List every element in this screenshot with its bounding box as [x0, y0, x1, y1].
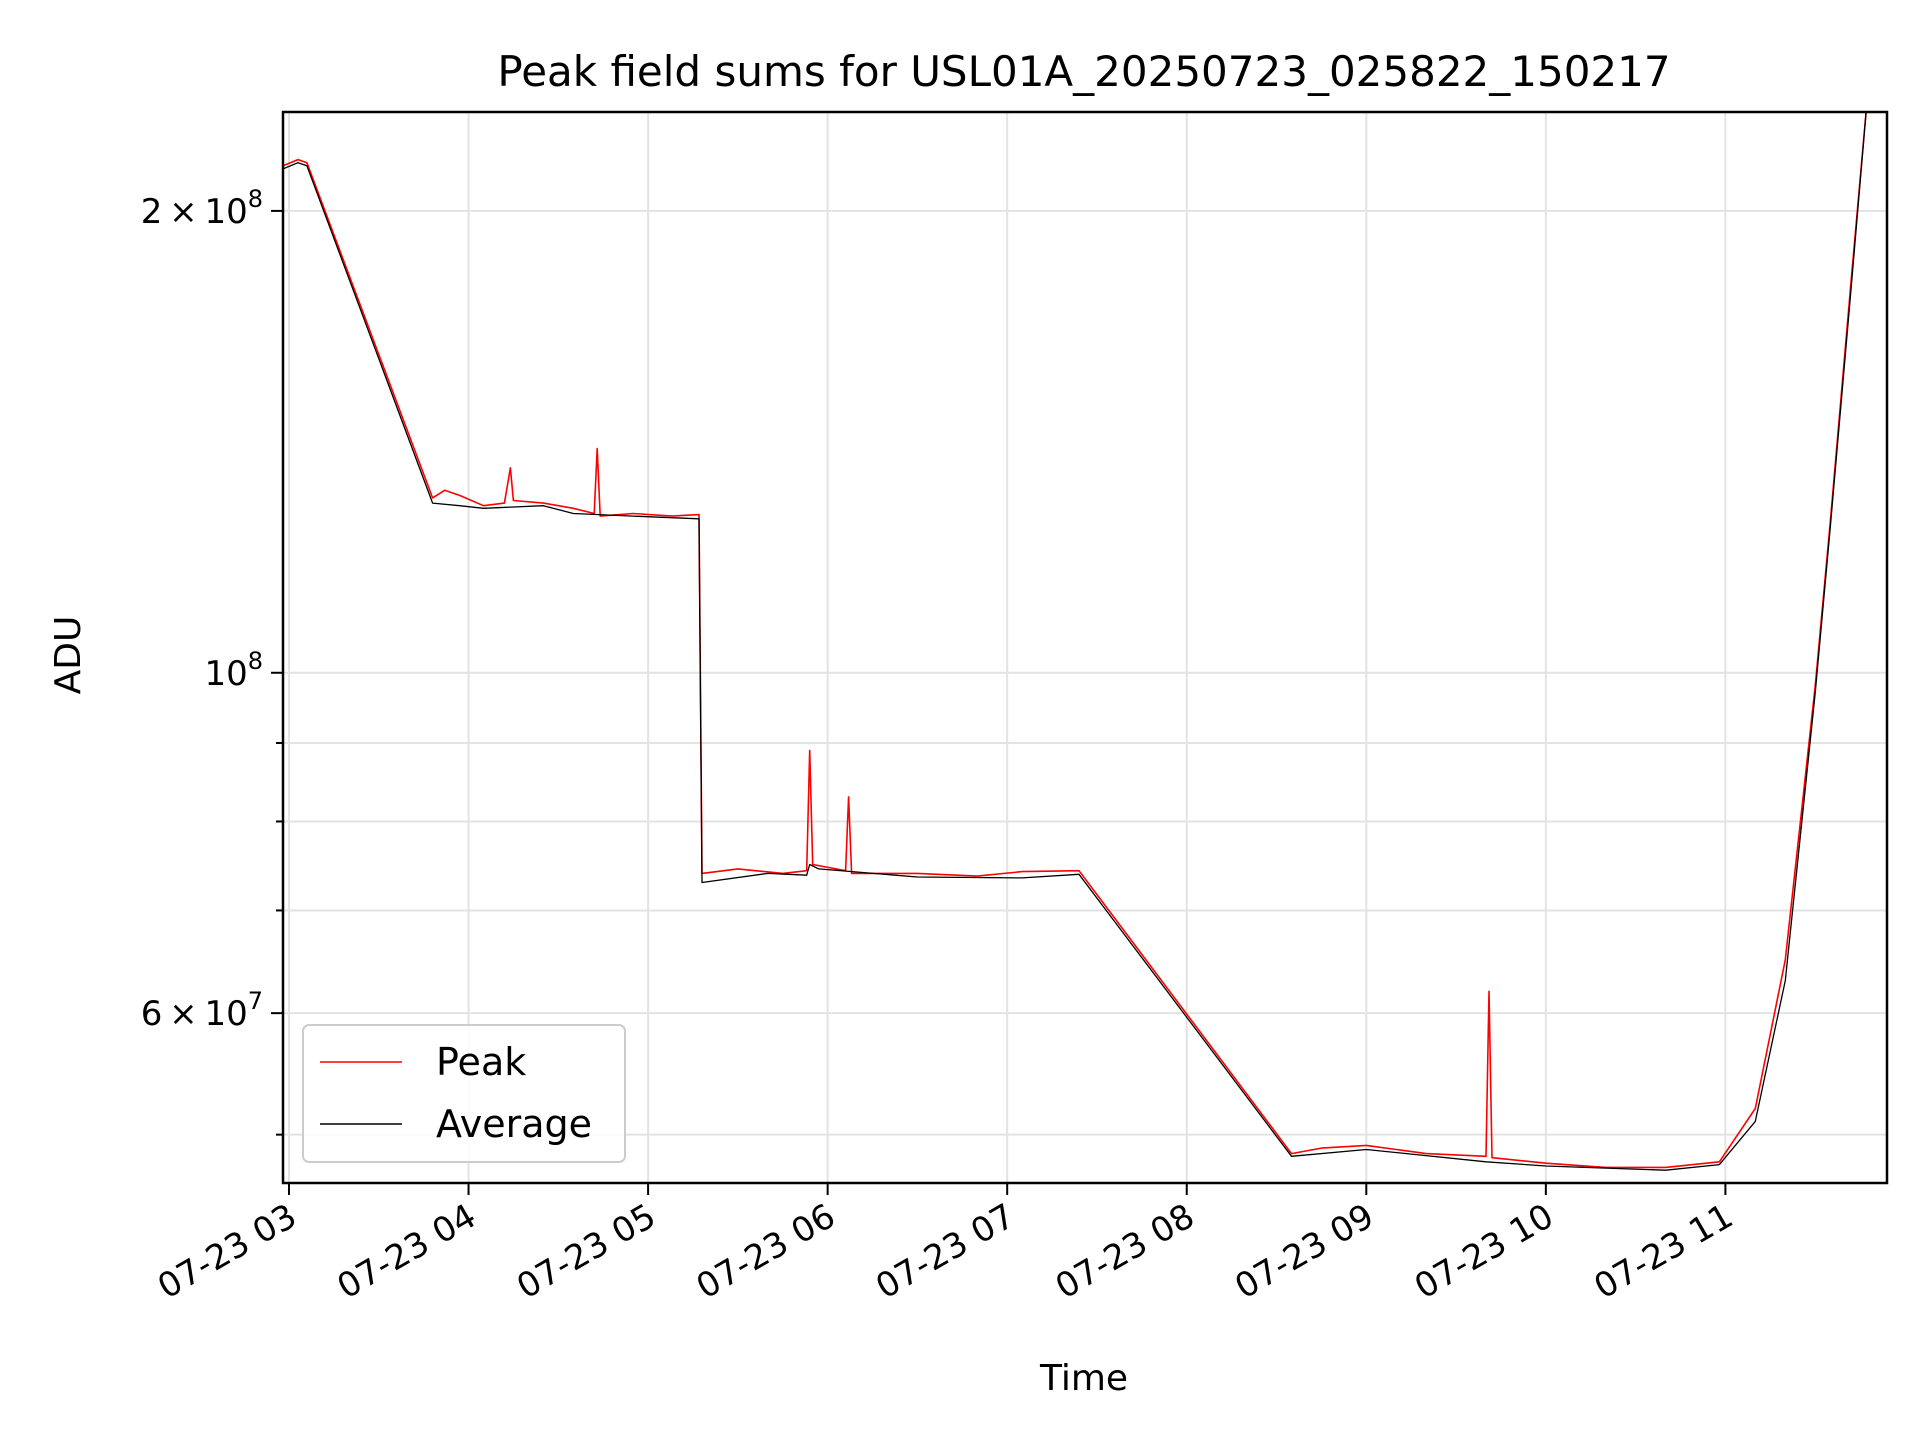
- legend-label-peak: Peak: [436, 1040, 526, 1084]
- legend-box: [302, 1024, 626, 1163]
- y-tick-label: 6 × 107: [141, 987, 263, 1034]
- grid: [283, 112, 1887, 1183]
- series-line-average: [282, 111, 1867, 1171]
- x-axis-label: Time: [1039, 1358, 1128, 1399]
- y-tick-label: 2 × 108: [141, 185, 263, 232]
- plot-series: [282, 111, 1867, 1171]
- legend: Peak Average: [302, 1024, 626, 1163]
- plot-frame: [281, 110, 1889, 1185]
- series-line-peak: [282, 111, 1867, 1169]
- legend-label-average: Average: [436, 1102, 592, 1146]
- y-axis-label: ADU: [48, 616, 89, 695]
- chart-title: Peak field sums for USL01A_20250723_0258…: [497, 47, 1670, 96]
- y-tick-label: 108: [204, 647, 263, 694]
